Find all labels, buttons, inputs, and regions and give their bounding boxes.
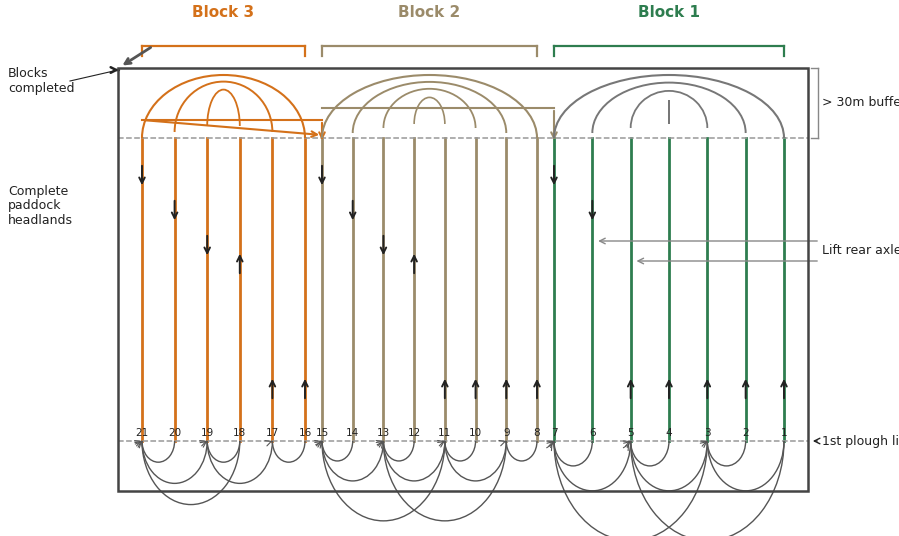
Text: 5: 5 xyxy=(628,428,634,438)
Text: 3: 3 xyxy=(704,428,710,438)
Text: 18: 18 xyxy=(233,428,246,438)
Text: 15: 15 xyxy=(316,428,329,438)
Text: 1: 1 xyxy=(780,428,788,438)
Text: 4: 4 xyxy=(665,428,672,438)
Text: 8: 8 xyxy=(534,428,540,438)
Text: 2: 2 xyxy=(743,428,749,438)
Text: Block 3: Block 3 xyxy=(192,5,254,20)
Text: Lift rear axle: Lift rear axle xyxy=(822,244,899,257)
Text: > 30m buffer: > 30m buffer xyxy=(822,96,899,109)
Text: 13: 13 xyxy=(377,428,390,438)
Text: 11: 11 xyxy=(438,428,451,438)
Text: 16: 16 xyxy=(298,428,312,438)
Text: 1st plough line: 1st plough line xyxy=(822,435,899,448)
Text: 19: 19 xyxy=(200,428,214,438)
Text: 6: 6 xyxy=(589,428,596,438)
Text: Blocks
completed: Blocks completed xyxy=(8,67,75,95)
Bar xyxy=(118,68,808,491)
Text: 12: 12 xyxy=(407,428,421,438)
Text: 17: 17 xyxy=(266,428,279,438)
Text: 10: 10 xyxy=(469,428,482,438)
Text: 7: 7 xyxy=(551,428,557,438)
Text: 14: 14 xyxy=(346,428,360,438)
Text: 21: 21 xyxy=(136,428,148,438)
Text: 20: 20 xyxy=(168,428,182,438)
Text: Block 1: Block 1 xyxy=(638,5,700,20)
Text: Complete
paddock
headlands: Complete paddock headlands xyxy=(8,184,73,227)
Text: 9: 9 xyxy=(503,428,510,438)
Text: Block 2: Block 2 xyxy=(398,5,460,20)
